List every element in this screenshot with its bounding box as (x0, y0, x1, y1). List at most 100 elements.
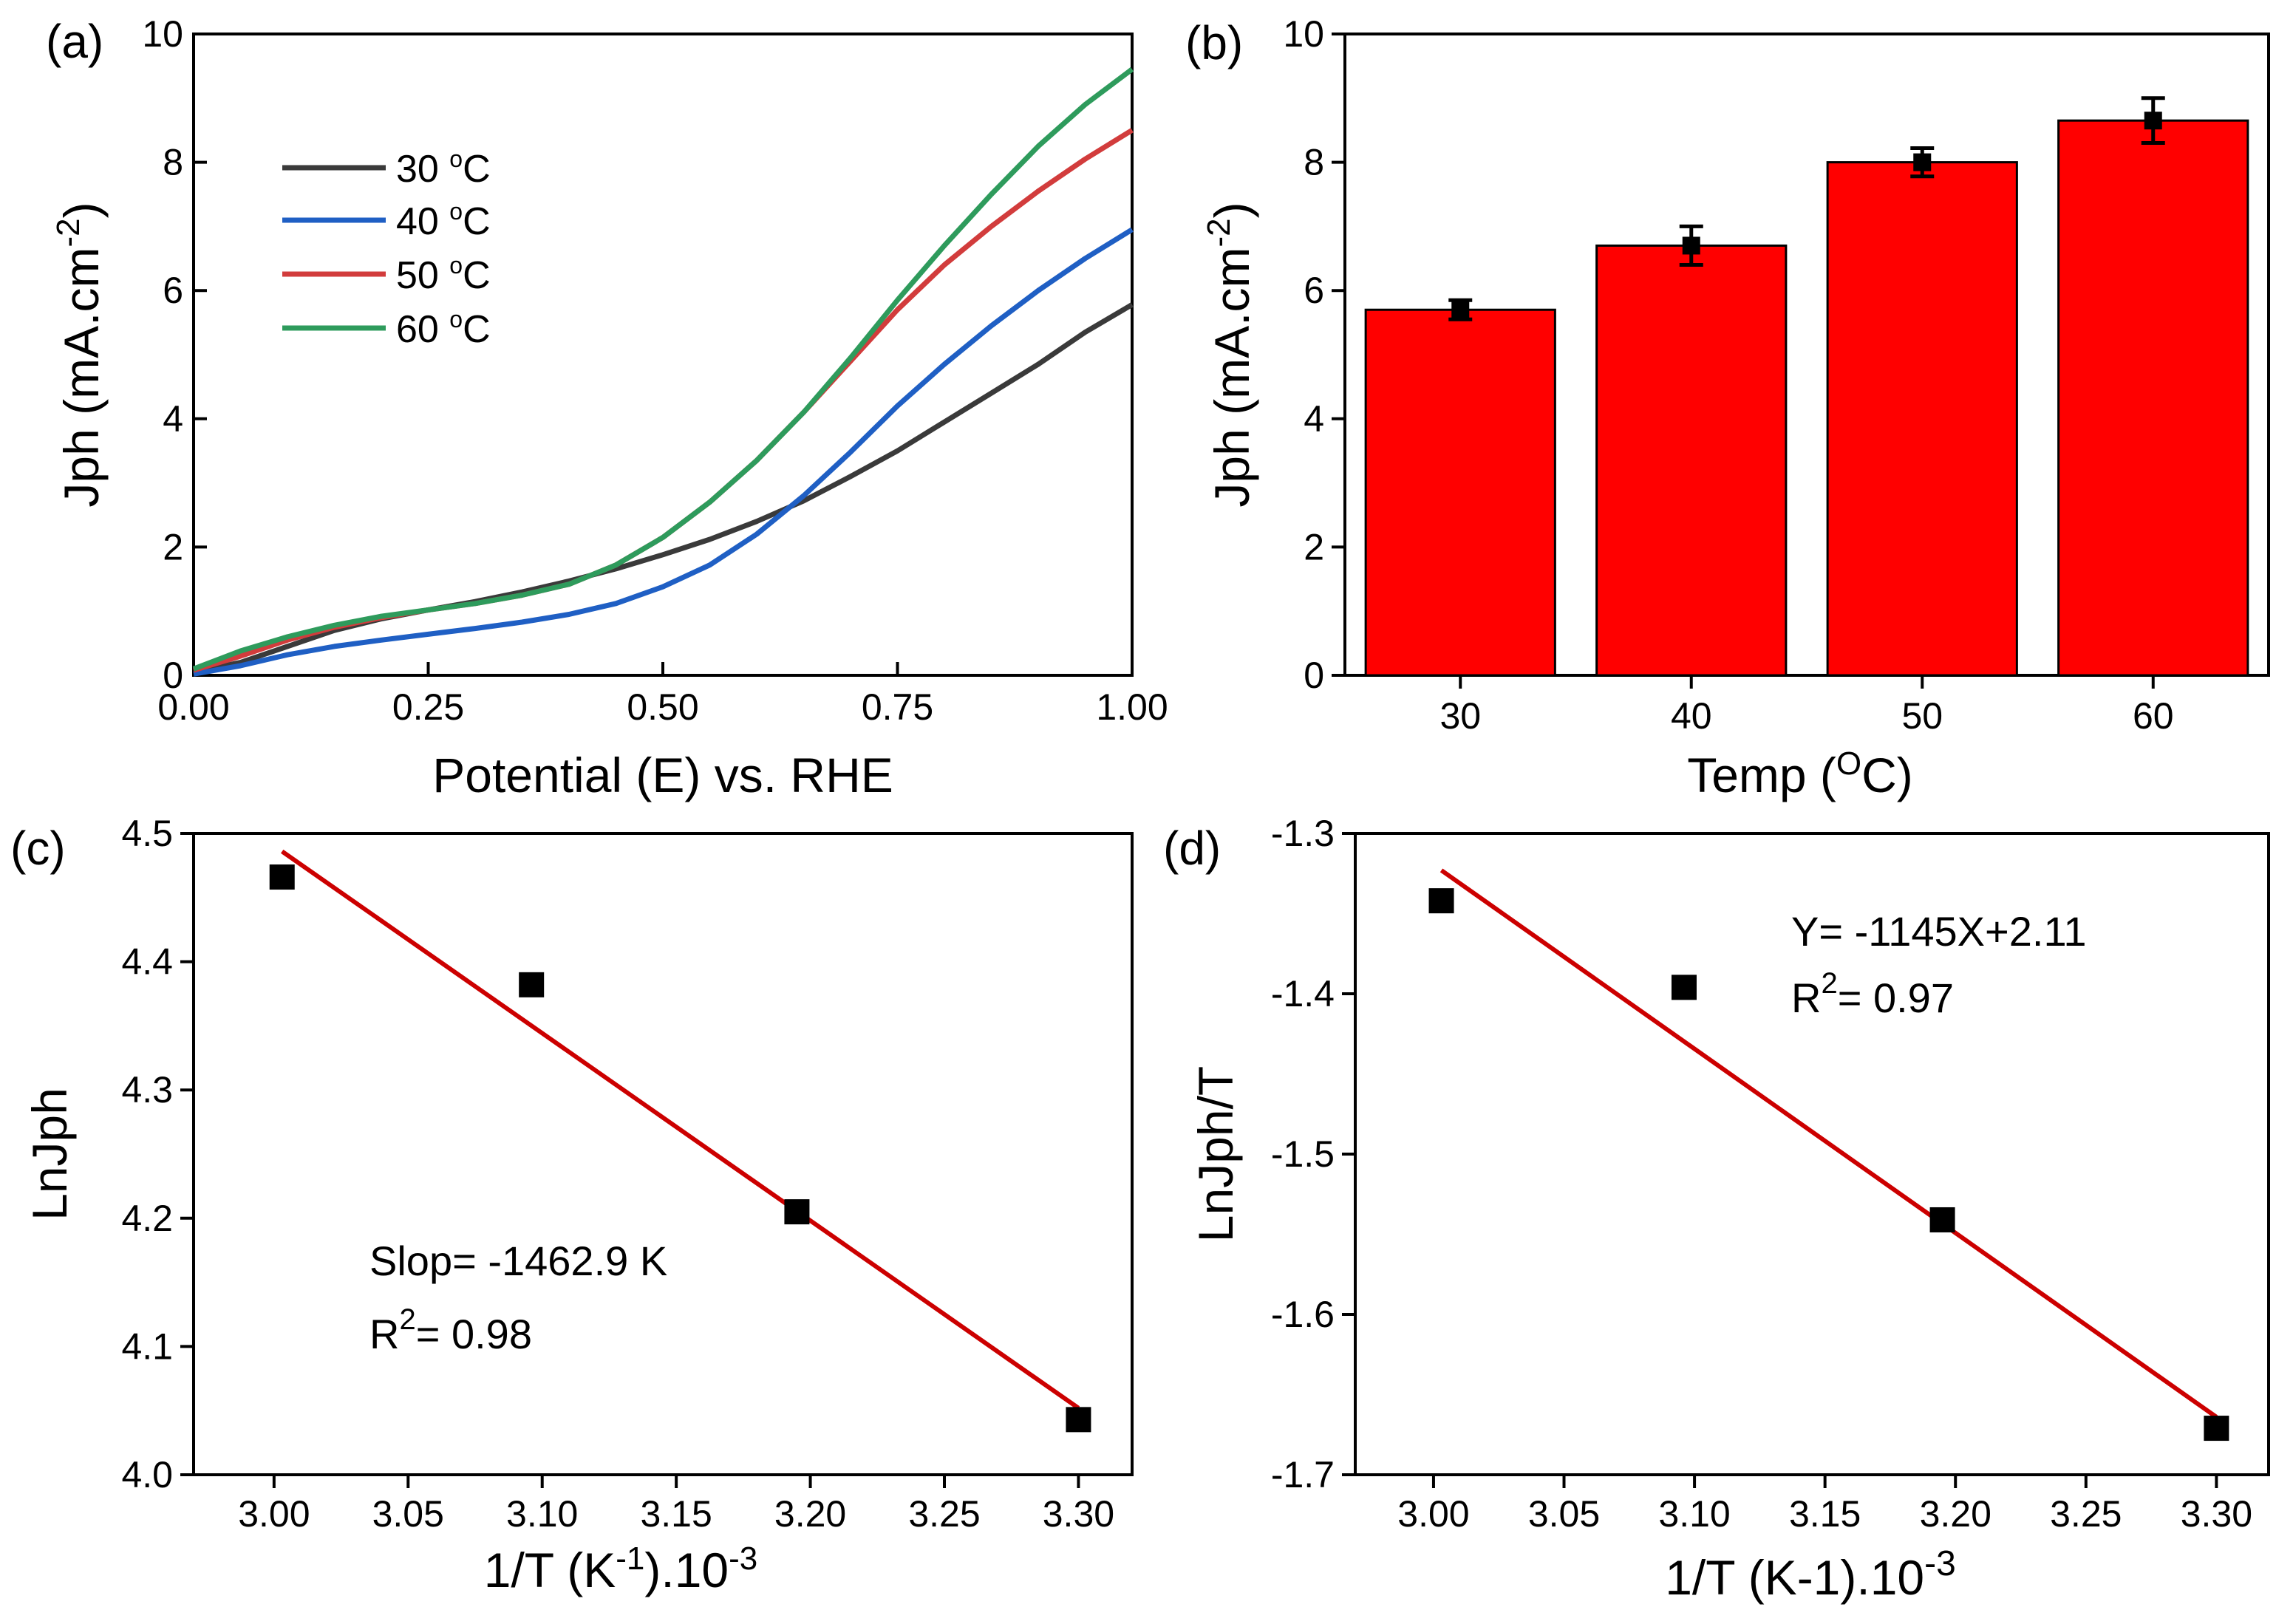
panel-d-letter: (d) (1163, 822, 1221, 875)
panel-c-y-tick-label: 4.1 (121, 1326, 173, 1367)
panel-d-plot (1428, 868, 2229, 1442)
bar-60 (2057, 119, 2249, 677)
panel-d-data-point (1671, 975, 1697, 1000)
panel-b-letter: (b) (1185, 16, 1243, 69)
panel-c-y-tick-label: 4.2 (121, 1198, 173, 1239)
legend-item-40c: 40 oC (282, 198, 491, 243)
panel-c-slope-annotation: Slop= -1462.9 K (369, 1238, 667, 1284)
panel-d-x-tick-label: 3.00 (1397, 1493, 1469, 1535)
panel-c-fit-line (281, 849, 1080, 1410)
panel-b-y-tick-label: 4 (1304, 398, 1324, 440)
panel-a-ylabel-main: Jph (mA.cm (54, 248, 109, 508)
panel-b-xlabel-close: C) (1861, 748, 1913, 802)
panel-d-r2-annotation: R2= 0.97 (1791, 967, 1954, 1021)
series-line-40c (193, 227, 1134, 677)
panel-d-xlabel-sup: -3 (1924, 1544, 1956, 1583)
panel-d-y-tick-label: -1.4 (1271, 973, 1335, 1014)
panel-a-ylabel-sup: -2 (50, 218, 86, 247)
panel-c-y-tick-label: 4.4 (121, 941, 173, 983)
panel-c-xlabel-mid: ).10 (644, 1543, 729, 1597)
panel-a-y-tick-label: 10 (142, 13, 183, 55)
panel-d-y-tick-label: -1.3 (1271, 813, 1335, 854)
panel-c-x-axis-label: 1/T (K-1).10-3 (484, 1541, 758, 1597)
panel-c-data-point (1066, 1407, 1091, 1433)
panel-a-y-axis-label: Jph (mA.cm-2) (50, 202, 109, 507)
panel-c-y-tick-label: 4.5 (121, 813, 173, 854)
panel-d-x-tick-label: 3.10 (1658, 1493, 1730, 1535)
panel-c-x-tick-label: 3.30 (1043, 1493, 1114, 1535)
bar-50 (1826, 161, 2018, 677)
panel-d-data-point (2204, 1416, 2229, 1442)
panel-a-y-tick-label: 4 (163, 398, 183, 440)
panel-b-x-axis-label: Temp (OC) (1687, 746, 1913, 802)
panel-d-x-tick-label: 3.20 (1920, 1493, 1992, 1535)
panel-a-x-tick-label: 1.00 (1096, 686, 1168, 728)
panel-a-x-tick-label: 0.25 (392, 686, 464, 728)
panel-b-ticks: 30 40 50 60 0 2 4 6 8 10 (1283, 13, 2173, 737)
panel-b-y-tick-label: 8 (1304, 142, 1324, 183)
panel-b-y-tick-label: 0 (1304, 655, 1324, 696)
panel-b-y-tick-label: 6 (1304, 270, 1324, 311)
panel-a-y-tick-label: 6 (163, 270, 183, 311)
panel-c-y-tick-label: 4.3 (121, 1069, 173, 1110)
panel-d-y-tick-label: -1.7 (1271, 1454, 1335, 1495)
panel-b-xlabel-sup: O (1836, 746, 1861, 782)
panel-c-r2-annotation: R2= 0.98 (369, 1303, 532, 1357)
panel-d-x-axis-label: 1/T (K-1).10-3 (1665, 1544, 1956, 1605)
panel-d-y-axis-label: LnJph/T (1188, 1066, 1243, 1242)
legend-label-40c: 40 oC (396, 198, 491, 243)
panel-c-x-tick-label: 3.05 (372, 1493, 444, 1535)
panel-c-x-tick-label: 3.10 (506, 1493, 578, 1535)
panel-a-legend: 30 oC 40 oC 50 oC 60 oC (282, 146, 491, 351)
panel-b-bar-chart: 30 40 50 60 0 2 4 6 8 10 (b) Temp (OC) Jph (mA.cm… (1185, 13, 2270, 802)
panel-c-data-point (784, 1199, 810, 1225)
panel-a-letter: (a) (46, 15, 103, 68)
panel-c-xlabel-sup2: -3 (729, 1541, 757, 1577)
panel-a-y-tick-label: 0 (163, 655, 183, 696)
panel-a-ticks: 0.00 0.25 0.50 0.75 1.00 0 2 4 6 8 10 (142, 13, 1168, 728)
panel-d-x-tick-label: 3.05 (1528, 1493, 1600, 1535)
panel-c-letter: (c) (10, 822, 66, 875)
panel-b-y-tick-label: 10 (1283, 13, 1324, 55)
panel-c-data-point (269, 864, 295, 890)
panel-c-x-tick-label: 3.00 (238, 1493, 310, 1535)
panel-d-data-point (1428, 888, 1454, 914)
panel-c-xlabel-sup: -1 (616, 1541, 644, 1577)
panel-b-bars (1364, 96, 2249, 677)
legend-item-50c: 50 oC (282, 252, 491, 297)
panel-d-equation-annotation: Y= -1145X+2.11 (1791, 908, 2087, 955)
panel-c-x-tick-label: 3.25 (908, 1493, 980, 1535)
panel-d-y-tick-label: -1.6 (1271, 1294, 1335, 1335)
panel-b-frame (1343, 33, 2270, 677)
panel-c-frame (192, 832, 1134, 1476)
panel-d-x-tick-label: 3.30 (2181, 1493, 2252, 1535)
panel-d-ticks: 3.00 3.05 3.10 3.15 3.20 3.25 3.30 -1.7 -1.6 -1.5… (1271, 813, 2252, 1535)
legend-label-30c: 30 oC (396, 146, 491, 191)
panel-a-x-tick-label: 0.50 (627, 686, 698, 728)
panel-c-x-tick-label: 3.20 (774, 1493, 846, 1535)
bar-mean-marker-50 (1913, 153, 1932, 171)
panel-a-x-tick-label: 0.00 (157, 686, 229, 728)
panel-a-x-axis-label: Potential (E) vs. RHE (432, 748, 893, 802)
panel-d-x-tick-label: 3.15 (1789, 1493, 1861, 1535)
panel-b-category-label: 40 (1671, 695, 1712, 737)
panel-c-x-tick-label: 3.15 (640, 1493, 712, 1535)
panel-b-category-label: 50 (1901, 695, 1943, 737)
panel-d-data-point (1929, 1207, 1955, 1232)
panel-b-category-label: 30 (1439, 695, 1481, 737)
panel-b-xlabel-main: Temp ( (1687, 748, 1836, 802)
panel-b-ylabel-sup: -2 (1201, 218, 1237, 247)
panel-a-line-chart: 0.00 0.25 0.50 0.75 1.00 0 2 4 6 8 10 (a) Potentia… (46, 13, 1168, 802)
panel-c-y-tick-label: 4.0 (121, 1454, 173, 1495)
series-line-60c (192, 66, 1134, 672)
panel-c-y-axis-label: LnJph (22, 1088, 77, 1221)
panel-c-plot (269, 849, 1091, 1433)
panel-d-scatter-chart: 3.00 3.05 3.10 3.15 3.20 3.25 3.30 -1.7 -1.6 -1.5… (1163, 813, 2270, 1605)
bar-mean-marker-60 (2144, 112, 2162, 130)
bar-mean-marker-40 (1682, 236, 1700, 255)
panel-a-frame (192, 33, 1134, 677)
panel-c-scatter-chart: 3.00 3.05 3.10 3.15 3.20 3.25 3.30 4.0 4.1 4.2 4.3… (10, 813, 1134, 1597)
panel-a-series-lines (192, 66, 1134, 677)
panel-d-fit-line (1439, 868, 2218, 1419)
panel-c-data-point (519, 972, 545, 997)
